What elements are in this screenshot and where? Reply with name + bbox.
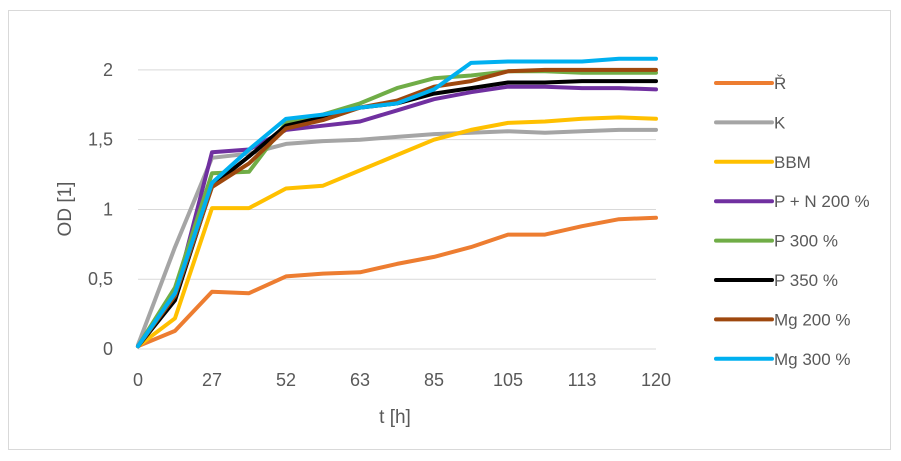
x-tick-label: 27 bbox=[202, 370, 222, 390]
series-lines bbox=[136, 56, 658, 349]
legend-label: P + N 200 % bbox=[774, 192, 870, 211]
y-tick-label: 2 bbox=[103, 60, 113, 80]
x-tick-label: 52 bbox=[276, 370, 296, 390]
x-axis-ticks: 0 27 52 63 85 105 113 120 bbox=[133, 370, 671, 390]
x-tick-label: 113 bbox=[568, 370, 597, 390]
legend-label: Mg 300 % bbox=[774, 350, 851, 369]
x-tick-label: 120 bbox=[641, 370, 671, 390]
x-tick-label: 105 bbox=[493, 370, 523, 390]
legend-label: K bbox=[774, 113, 786, 132]
legend-label: P 300 % bbox=[774, 232, 838, 251]
series-line bbox=[136, 127, 658, 347]
y-tick-label: 1,5 bbox=[88, 130, 113, 150]
y-tick-label: 0,5 bbox=[88, 269, 113, 289]
series-line bbox=[136, 215, 658, 349]
series-line bbox=[136, 67, 658, 349]
legend-label: P 350 % bbox=[774, 271, 838, 290]
x-axis-title: t [h] bbox=[379, 407, 411, 428]
y-axis-ticks: 0 0,5 1 1,5 2 bbox=[88, 60, 113, 359]
legend-label: Ř bbox=[774, 74, 786, 93]
line-chart: 0 0,5 1 1,5 2 0 27 52 63 85 105 113 120 OD [1] t [h… bbox=[55, 56, 870, 428]
x-tick-label: 0 bbox=[133, 370, 143, 390]
series-line bbox=[136, 56, 658, 349]
y-tick-label: 0 bbox=[103, 339, 113, 359]
y-tick-label: 1 bbox=[103, 199, 113, 219]
legend-label: BBM bbox=[774, 153, 811, 172]
chart-frame: 0 0,5 1 1,5 2 0 27 52 63 85 105 113 120 OD [1] t [h… bbox=[8, 10, 891, 450]
series-line bbox=[136, 84, 658, 349]
y-axis-title: OD [1] bbox=[55, 182, 76, 237]
series-line bbox=[136, 115, 658, 349]
legend-label: Mg 200 % bbox=[774, 310, 851, 329]
legend: Ř K BBM P + N 200 % P 300 % P 350 % Mg 200 % Mg… bbox=[714, 74, 870, 369]
x-tick-label: 85 bbox=[424, 370, 444, 390]
x-tick-label: 63 bbox=[350, 370, 370, 390]
